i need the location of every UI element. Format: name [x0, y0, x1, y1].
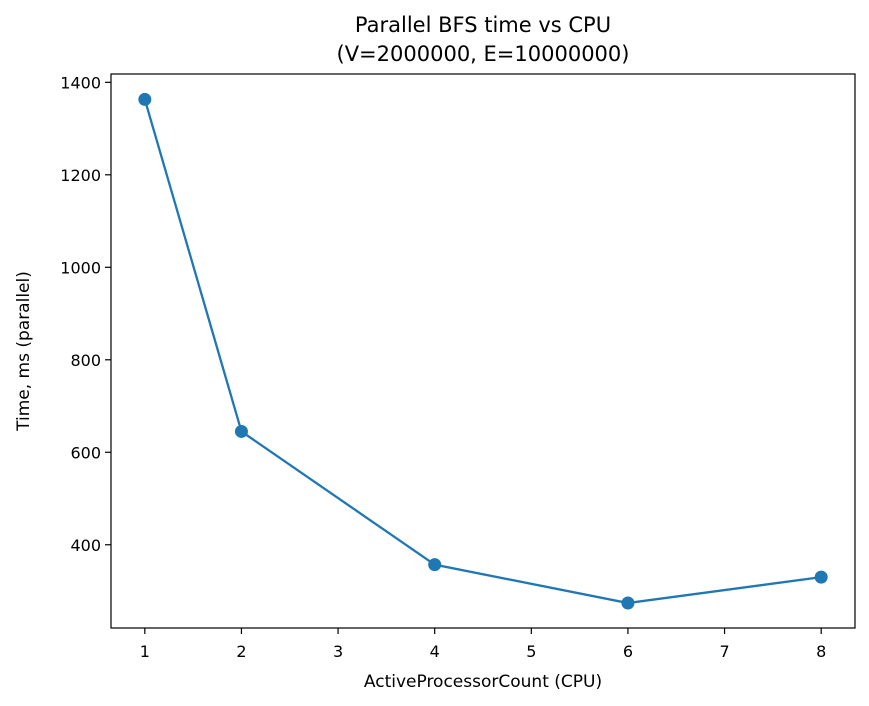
x-tick-label: 4 — [430, 642, 440, 661]
x-tick-label: 7 — [719, 642, 729, 661]
x-tick-label: 5 — [526, 642, 536, 661]
chart-title: Parallel BFS time vs CPU — [355, 13, 611, 37]
chart-subtitle: (V=2000000, E=10000000) — [337, 42, 630, 66]
y-tick-label: 800 — [70, 351, 101, 370]
data-point-marker — [138, 92, 152, 106]
y-tick-label: 1400 — [60, 73, 101, 92]
x-axis-ticks: 1 2 3 4 5 6 7 8 — [140, 628, 826, 661]
x-tick-label: 3 — [333, 642, 343, 661]
x-axis-label: ActiveProcessorCount (CPU) — [364, 672, 602, 692]
x-tick-label: 8 — [816, 642, 826, 661]
data-point-marker — [814, 570, 828, 584]
x-tick-label: 2 — [236, 642, 246, 661]
y-axis-ticks: 400 600 800 1000 1200 1400 — [60, 73, 111, 555]
data-point-marker — [234, 424, 248, 438]
x-tick-label: 1 — [140, 642, 150, 661]
y-tick-label: 600 — [70, 443, 101, 462]
data-points — [138, 92, 828, 610]
y-tick-label: 400 — [70, 536, 101, 555]
data-point-marker — [621, 596, 635, 610]
y-tick-label: 1000 — [60, 258, 101, 277]
y-axis-label: Time, ms (parallel) — [14, 271, 34, 432]
y-tick-label: 1200 — [60, 166, 101, 185]
x-tick-label: 6 — [623, 642, 633, 661]
data-point-marker — [428, 558, 442, 572]
series-line — [143, 99, 822, 605]
plot-frame — [110, 73, 856, 629]
